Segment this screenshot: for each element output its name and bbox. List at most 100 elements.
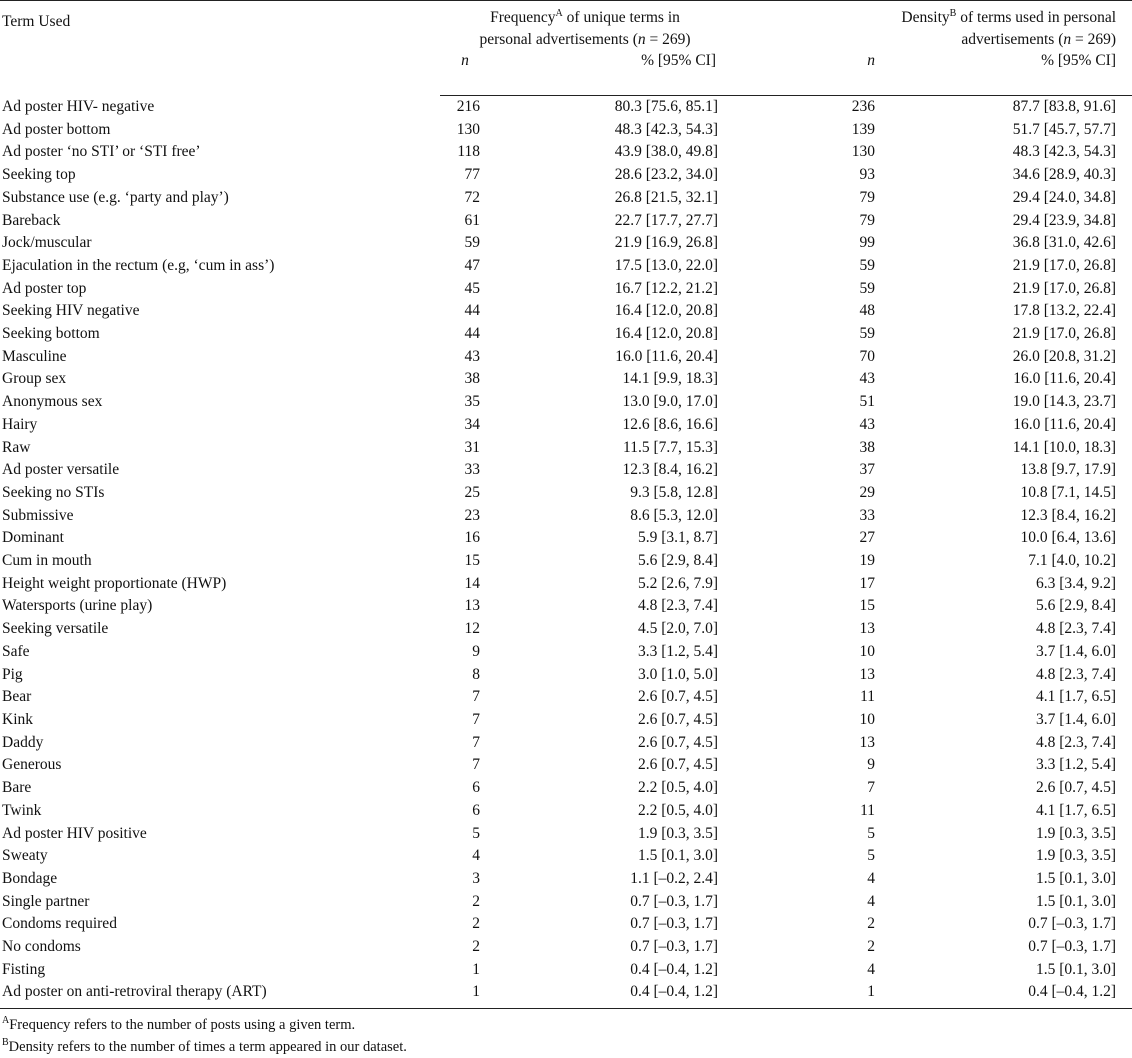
density-n-cell: 139 [851, 120, 876, 138]
density-n-cell: 2 [867, 915, 876, 933]
term-cell: Single partner [2, 892, 90, 910]
density-n-cell: 19 [859, 552, 876, 570]
table-row: Submissive 23 8.6 [5.3, 12.0] 33 12.3 [8.4, … [0, 505, 1132, 528]
density-pct-cell: 19.0 [14.3, 23.7] [1012, 393, 1117, 411]
frequency-pct-cell: 22.7 [17.7, 27.7] [614, 211, 719, 229]
table-row: Kink 7 2.6 [0.7, 4.5] 10 3.7 [1.4, 6.0] [0, 709, 1132, 732]
frequency-pct-cell: 11.5 [7.7, 15.3] [623, 438, 719, 456]
footnote-b-marker: B [2, 1037, 9, 1049]
term-cell: No condoms [2, 938, 81, 956]
frequency-header-label: Frequency [490, 9, 556, 26]
term-cell: Bareback [2, 211, 61, 229]
density-n-cell: 7 [867, 779, 876, 797]
density-n-cell: 59 [859, 279, 876, 297]
frequency-pct-cell: 16.4 [12.0, 20.8] [614, 302, 719, 320]
density-n-cell: 11 [860, 688, 876, 706]
frequency-n-cell: 35 [464, 393, 481, 411]
density-header-line2: advertisements ( [961, 31, 1064, 48]
table-row: Ad poster versatile 33 12.3 [8.4, 16.2] 37 1… [0, 459, 1132, 482]
table-row: Seeking no STIs 25 9.3 [5.8, 12.8] 29 10.8 [… [0, 482, 1132, 505]
frequency-n-cell: 59 [464, 234, 481, 252]
density-n-cell: 48 [859, 302, 876, 320]
table-row: Raw 31 11.5 [7.7, 15.3] 38 14.1 [10.0, 18.3] [0, 437, 1132, 460]
frequency-pct-cell: 80.3 [75.6, 85.1] [614, 98, 719, 115]
density-pct-cell: 21.9 [17.0, 26.8] [1012, 325, 1117, 343]
table-row: Height weight proportionate (HWP) 14 5.2 [… [0, 573, 1132, 596]
frequency-n-cell: 15 [464, 552, 481, 570]
table-row: Ad poster ‘no STI’ or ‘STI free’ 118 43.9 … [0, 141, 1132, 164]
term-cell: Fisting [2, 960, 46, 978]
frequency-n-cell: 1 [472, 960, 480, 978]
frequency-n-cell: 61 [464, 211, 481, 229]
frequency-n-cell: 72 [464, 188, 481, 206]
density-n-cell: 38 [859, 438, 876, 456]
frequency-n-cell: 33 [464, 461, 481, 479]
frequency-n-cell: 7 [472, 756, 480, 774]
density-n-cell: 99 [859, 234, 876, 252]
term-cell: Twink [2, 801, 42, 819]
term-cell: Ad poster HIV positive [2, 824, 147, 842]
term-cell: Watersports (urine play) [2, 597, 153, 615]
table-row: Group sex 38 14.1 [9.9, 18.3] 43 16.0 [11.6,… [0, 368, 1132, 391]
density-n-cell: 59 [859, 325, 876, 343]
density-n-cell: 130 [851, 143, 876, 161]
density-header-rest: of terms used in personal [956, 9, 1117, 26]
frequency-n-cell: 130 [456, 120, 480, 138]
density-n-cell: 37 [859, 461, 876, 479]
table-row: Substance use (e.g. ‘party and play’) 72 2… [0, 187, 1132, 210]
frequency-n-cell: 34 [464, 415, 481, 433]
density-pct-cell: 13.8 [9.7, 17.9] [1020, 461, 1117, 479]
density-n-cell: 79 [859, 211, 876, 229]
density-pct-cell: 3.7 [1.4, 6.0] [1035, 642, 1117, 660]
frequency-n-cell: 1 [440, 981, 490, 1010]
density-pct-cell: 48.3 [42.3, 54.3] [1012, 143, 1117, 161]
footnote-a-marker: A [2, 1015, 10, 1027]
frequency-pct-cell: 2.2 [0.5, 4.0] [637, 779, 719, 797]
density-pct-cell: 21.9 [17.0, 26.8] [1012, 279, 1117, 297]
density-n-cell: 11 [860, 801, 876, 819]
term-cell: Seeking HIV negative [2, 302, 140, 320]
term-cell: Condoms required [2, 915, 117, 933]
density-pct-cell: 6.3 [3.4, 9.2] [1035, 574, 1117, 592]
frequency-n-cell: 2 [472, 915, 480, 933]
term-cell: Ad poster bottom [2, 120, 111, 138]
frequency-n-cell: 2 [472, 892, 480, 910]
frequency-pct-cell: 1.5 [0.1, 3.0] [637, 847, 719, 865]
term-cell: Substance use (e.g. ‘party and play’) [2, 188, 229, 206]
term-cell: Group sex [2, 370, 67, 388]
footnote-a-text: Frequency refers to the number of posts … [9, 1017, 356, 1033]
term-cell: Bondage [2, 869, 58, 887]
frequency-n-cell: 216 [456, 98, 480, 115]
frequency-pct-cell: 16.0 [11.6, 20.4] [615, 347, 719, 365]
frequency-pct-cell: 0.7 [–0.3, 1.7] [630, 915, 719, 933]
density-n-cell: 33 [859, 506, 876, 524]
density-pct-cell: 1.5 [0.1, 3.0] [1035, 960, 1117, 978]
table-row: Cum in mouth 15 5.6 [2.9, 8.4] 19 7.1 [4.0, … [0, 550, 1132, 573]
frequency-pct-cell: 12.6 [8.6, 16.6] [622, 415, 719, 433]
table-row: Seeking top 77 28.6 [23.2, 34.0] 93 34.6 [28… [0, 164, 1132, 187]
frequency-n-cell: 44 [464, 325, 481, 343]
frequency-n-cell: 9 [472, 642, 480, 660]
table-header: Term Used FrequencyA of unique terms in … [0, 0, 1132, 96]
density-pct-cell: 1.5 [0.1, 3.0] [1035, 869, 1117, 887]
frequency-n-symbol: n [637, 31, 646, 48]
density-n-cell: 13 [859, 733, 876, 751]
frequency-pct-cell: 2.6 [0.7, 4.5] [637, 733, 719, 751]
frequency-n-cell: 13 [464, 597, 481, 615]
term-cell: Safe [2, 642, 30, 660]
term-cell: Ejaculation in the rectum (e.g, ‘cum in … [2, 256, 275, 274]
term-cell: Height weight proportionate (HWP) [2, 574, 227, 592]
term-cell: Jock/muscular [2, 234, 92, 252]
frequency-pct-cell: 5.9 [3.1, 8.7] [637, 529, 719, 547]
frequency-n-cell: 16 [464, 529, 481, 547]
frequency-n-cell: 2 [472, 938, 480, 956]
density-pct-cell: 0.7 [–0.3, 1.7] [1028, 938, 1117, 956]
table-row: Bondage 3 1.1 [–0.2, 2.4] 4 1.5 [0.1, 3.0] [0, 868, 1132, 891]
term-cell: Seeking versatile [2, 620, 109, 638]
table-row: Seeking bottom 44 16.4 [12.0, 20.8] 59 21.9 … [0, 323, 1132, 346]
density-pct-cell: 3.3 [1.2, 5.4] [1035, 756, 1117, 774]
frequency-n-cell: 6 [472, 779, 480, 797]
term-cell: Dominant [2, 529, 64, 547]
frequency-pct-cell: 14.1 [9.9, 18.3] [622, 370, 719, 388]
